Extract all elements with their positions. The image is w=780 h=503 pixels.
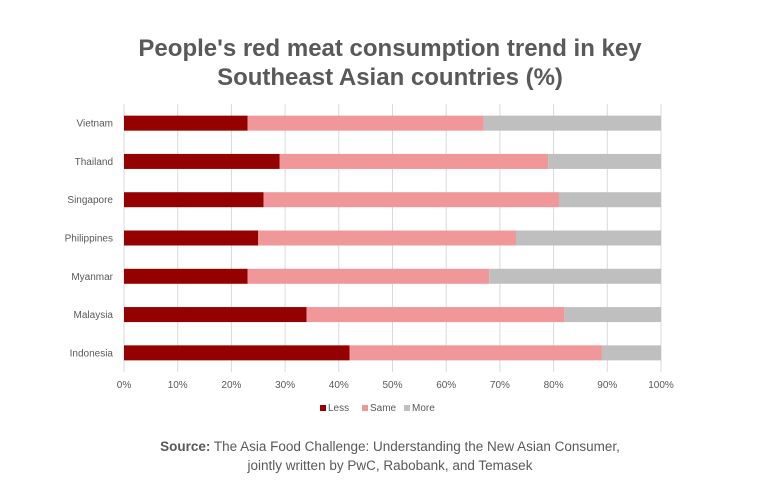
- y-category-label: Singapore: [67, 195, 113, 206]
- y-category-label: Myanmar: [71, 272, 113, 283]
- bar-less: [124, 268, 248, 284]
- x-tick-label: 80%: [544, 380, 564, 391]
- y-category-label: Malaysia: [74, 310, 114, 321]
- bar-more: [601, 345, 661, 361]
- bar-more: [489, 268, 661, 284]
- bar-less: [124, 307, 307, 323]
- y-category-label: Philippines: [65, 234, 113, 245]
- y-category-label: Thailand: [75, 157, 113, 168]
- chart-title: People's red meat consumption trend in k…: [0, 34, 780, 92]
- x-tick-label: 100%: [648, 380, 674, 391]
- bar-same: [279, 153, 549, 169]
- bar-same: [306, 307, 565, 323]
- x-tick-label: 10%: [168, 380, 188, 391]
- x-tick-label: 20%: [221, 380, 241, 391]
- x-tick-label: 30%: [275, 380, 295, 391]
- x-tick-label: 50%: [382, 380, 402, 391]
- x-tick-label: 60%: [436, 380, 456, 391]
- bar-less: [124, 192, 264, 208]
- source-line-2: jointly written by PwC, Rabobank, and Te…: [247, 458, 533, 473]
- source-note: Source: The Asia Food Challenge: Underst…: [0, 437, 780, 475]
- bar-more: [548, 153, 661, 169]
- legend-swatch-same: [362, 405, 368, 411]
- bar-same: [258, 230, 517, 246]
- legend-label: Same: [370, 403, 397, 414]
- source-label: Source:: [160, 439, 211, 454]
- bar-more: [564, 307, 661, 323]
- bar-more: [516, 230, 661, 246]
- bar-less: [124, 153, 280, 169]
- bar-same: [247, 115, 484, 131]
- x-tick-label: 40%: [329, 380, 349, 391]
- y-category-label: Vietnam: [76, 119, 113, 130]
- bar-more: [558, 192, 661, 208]
- legend-label: Less: [328, 403, 349, 414]
- y-category-label: Indonesia: [70, 348, 114, 359]
- x-tick-label: 0%: [117, 380, 132, 391]
- bar-less: [124, 115, 248, 131]
- legend-label: More: [412, 403, 435, 414]
- legend-swatch-less: [320, 405, 326, 411]
- bar-less: [124, 230, 259, 246]
- x-tick-label: 70%: [490, 380, 510, 391]
- title-line-1: People's red meat consumption trend in k…: [138, 35, 642, 62]
- bar-same: [263, 192, 559, 208]
- x-tick-label: 90%: [597, 380, 617, 391]
- bar-same: [349, 345, 602, 361]
- bar-less: [124, 345, 350, 361]
- bar-same: [247, 268, 490, 284]
- bar-more: [483, 115, 661, 131]
- legend-swatch-more: [404, 405, 410, 411]
- title-line-2: Southeast Asian countries (%): [217, 64, 563, 91]
- source-line-1: The Asia Food Challenge: Understanding t…: [210, 439, 620, 454]
